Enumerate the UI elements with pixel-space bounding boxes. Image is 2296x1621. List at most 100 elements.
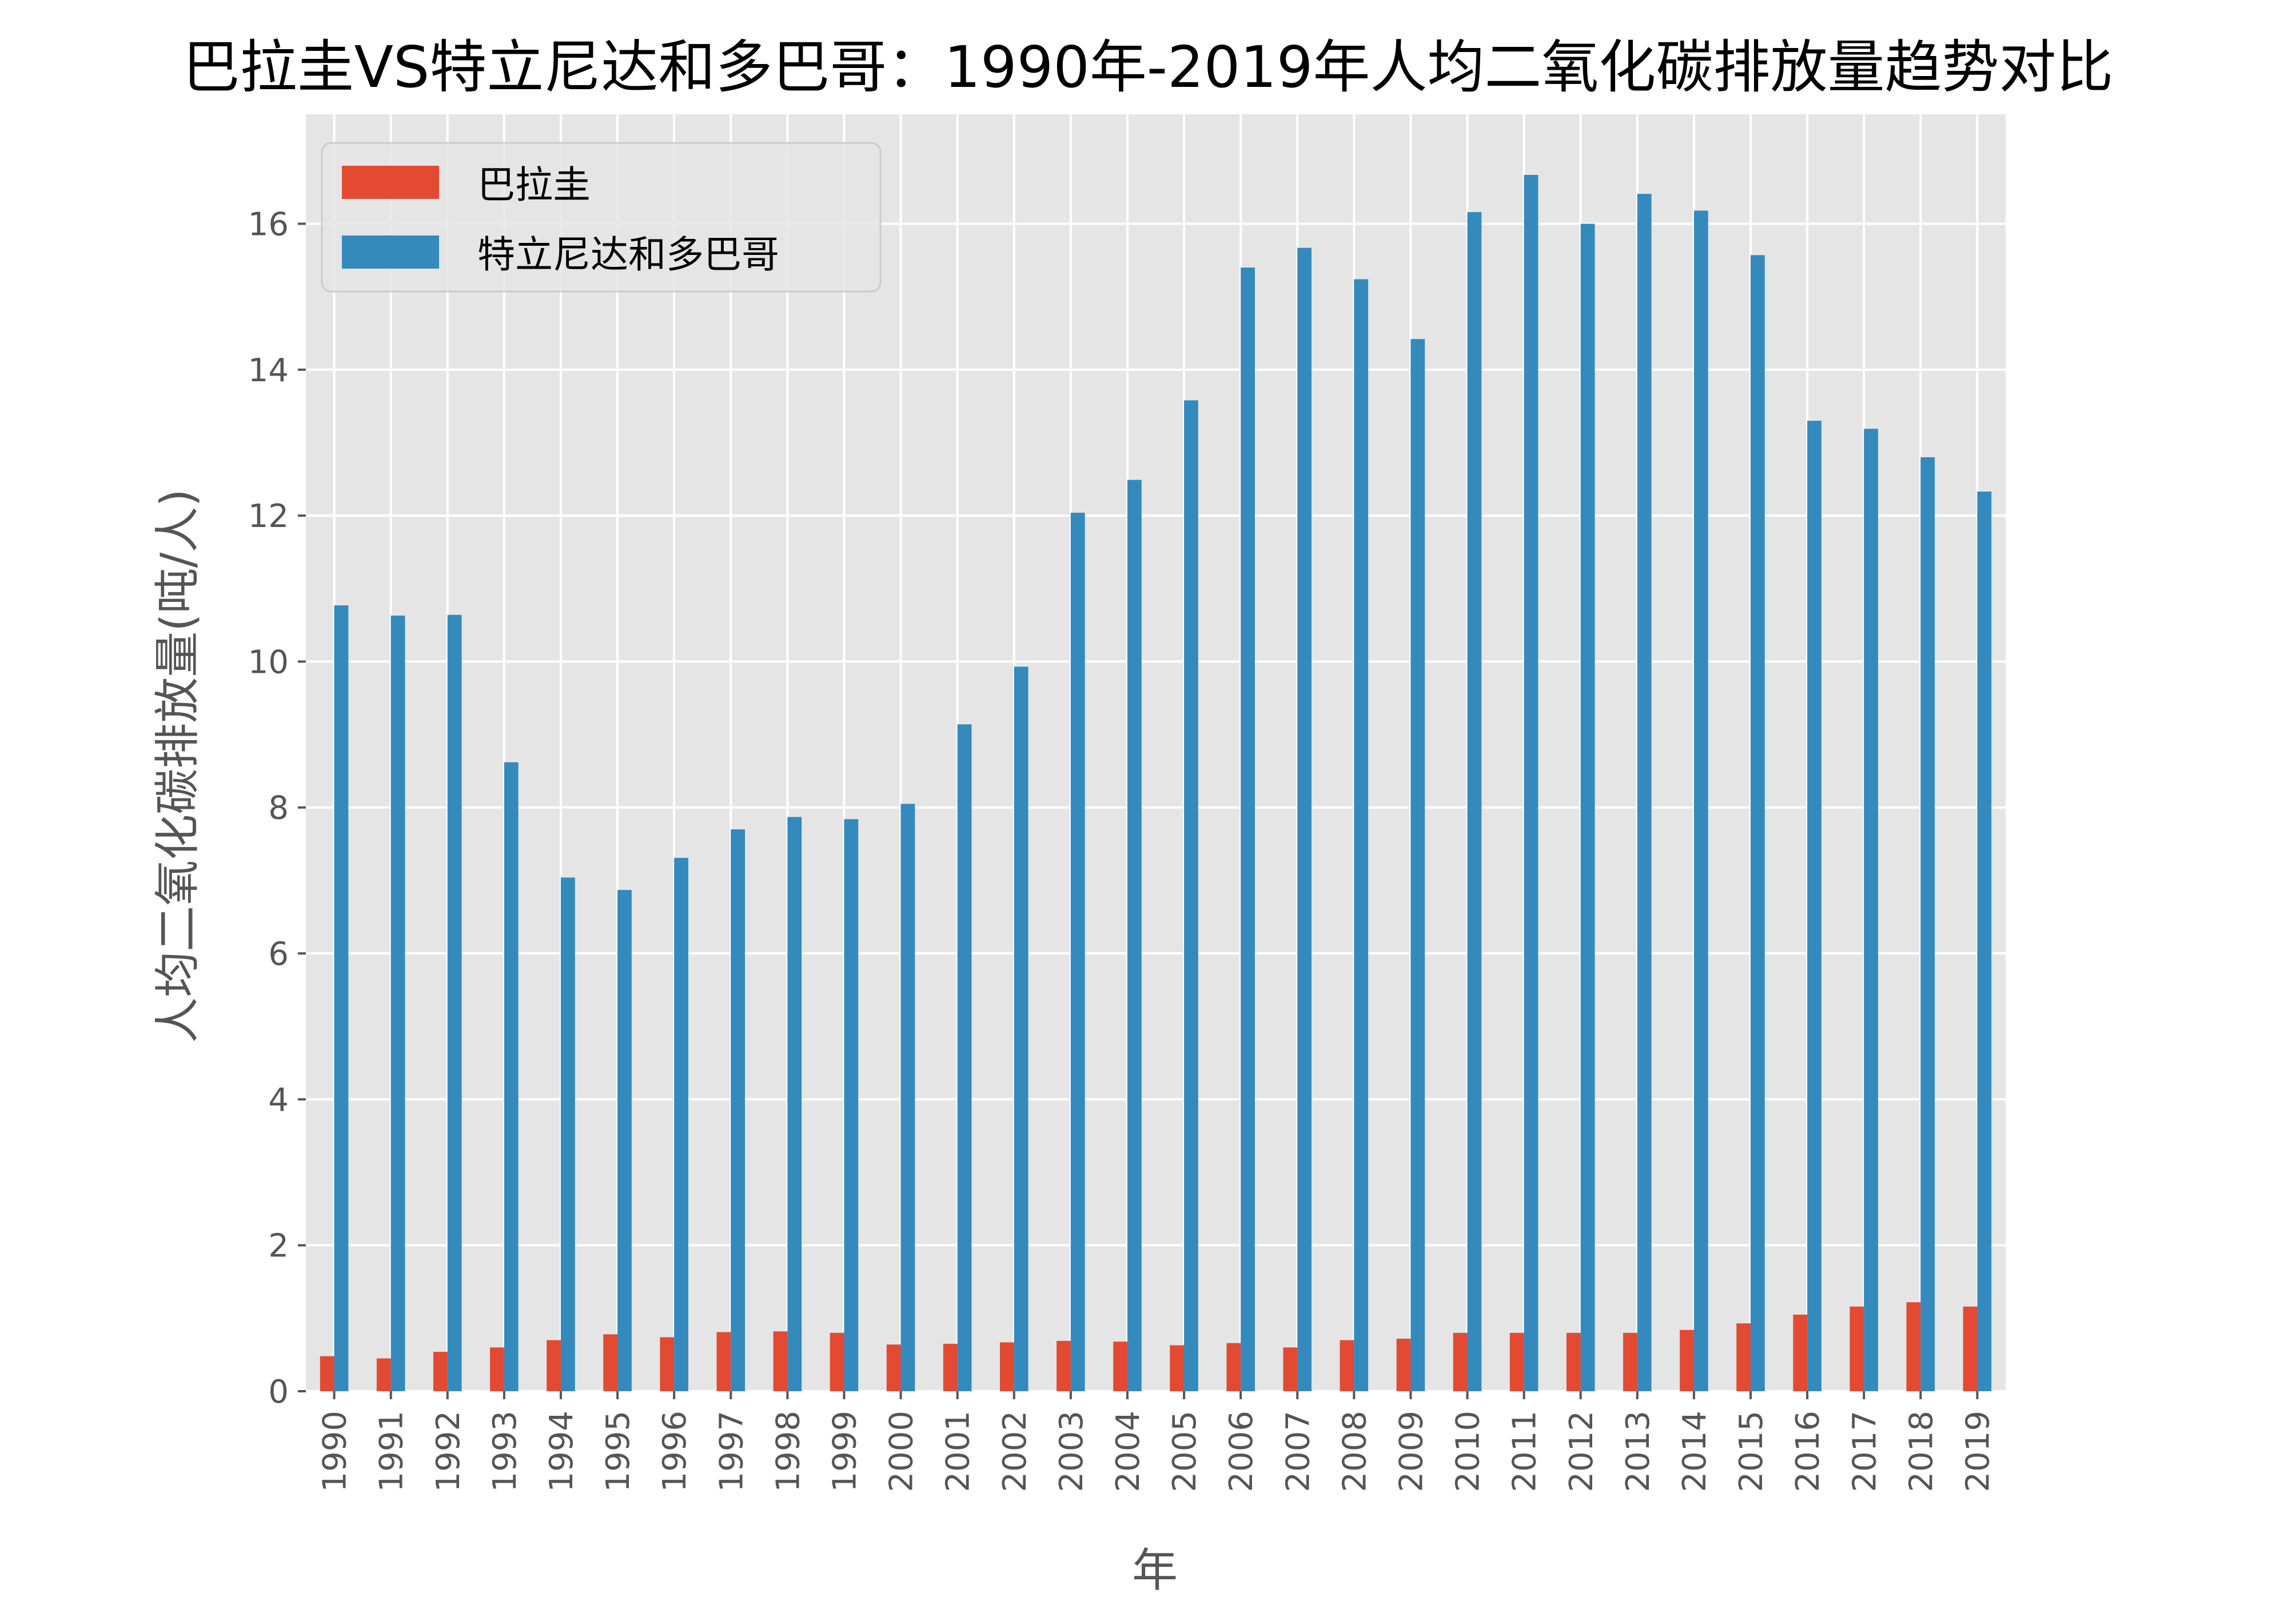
bar-trinidad-and-tobago-2018 — [1920, 457, 1935, 1392]
legend-label-trinidad-and-tobago: 特立尼达和多巴哥 — [477, 233, 779, 277]
bar-paraguay-2017 — [1849, 1306, 1864, 1391]
legend-swatch-trinidad-and-tobago — [342, 235, 439, 269]
bar-paraguay-2009 — [1396, 1339, 1411, 1391]
x-tick-label: 2000 — [883, 1411, 920, 1492]
bar-trinidad-and-tobago-2009 — [1410, 339, 1425, 1391]
bar-trinidad-and-tobago-2019 — [1977, 491, 1992, 1391]
bar-trinidad-and-tobago-2003 — [1070, 513, 1085, 1391]
x-tick-label: 2012 — [1563, 1411, 1600, 1492]
y-axis-label: 人均二氧化碳排放量(吨/人) — [151, 489, 204, 1043]
bar-paraguay-2006 — [1226, 1343, 1241, 1391]
bar-paraguay-1994 — [547, 1340, 561, 1391]
bar-paraguay-1990 — [320, 1356, 334, 1391]
bar-trinidad-and-tobago-2012 — [1580, 223, 1595, 1391]
x-tick-label: 1991 — [373, 1411, 410, 1492]
y-tick-label: 12 — [248, 498, 289, 535]
bar-paraguay-1992 — [433, 1352, 448, 1391]
bar-trinidad-and-tobago-1994 — [560, 877, 575, 1391]
bar-paraguay-2013 — [1623, 1332, 1637, 1391]
x-tick-label: 2002 — [996, 1411, 1034, 1492]
bar-trinidad-and-tobago-2014 — [1693, 210, 1708, 1392]
bar-paraguay-2003 — [1057, 1340, 1071, 1391]
x-tick-label: 2006 — [1223, 1411, 1260, 1492]
legend: 巴拉圭 特立尼达和多巴哥 — [321, 142, 882, 293]
x-tick-label: 2009 — [1393, 1411, 1430, 1492]
chart-title: 巴拉圭VS特立尼达和多巴哥：1990年-2019年人均二氧化碳排放量趋势对比 — [183, 34, 2114, 101]
x-tick-label: 2003 — [1053, 1411, 1090, 1492]
bar-trinidad-and-tobago-1999 — [844, 819, 859, 1391]
bar-paraguay-2004 — [1113, 1341, 1127, 1391]
x-tick-label: 2017 — [1846, 1411, 1883, 1492]
bar-trinidad-and-tobago-2013 — [1637, 194, 1652, 1392]
bar-trinidad-and-tobago-2002 — [1014, 666, 1029, 1391]
bars — [320, 174, 1992, 1392]
bar-paraguay-1998 — [773, 1331, 788, 1391]
bar-trinidad-and-tobago-1991 — [390, 616, 405, 1391]
x-tick-label: 1995 — [600, 1411, 637, 1492]
x-tick-label: 2014 — [1676, 1411, 1713, 1492]
x-tick-label: 1998 — [770, 1411, 807, 1492]
bar-paraguay-2007 — [1283, 1347, 1298, 1391]
legend-swatch-paraguay — [342, 166, 439, 199]
x-tick-label: 1992 — [430, 1411, 467, 1492]
bar-paraguay-1996 — [660, 1337, 675, 1391]
y-axis-ticks: 0 2 4 6 8 10 12 14 16 — [248, 206, 306, 1411]
x-tick-label: 1999 — [826, 1411, 863, 1492]
x-tick-label: 2007 — [1279, 1411, 1317, 1492]
x-tick-label: 2011 — [1506, 1411, 1544, 1492]
bar-paraguay-2016 — [1793, 1314, 1808, 1391]
bar-trinidad-and-tobago-2008 — [1354, 279, 1369, 1392]
x-tick-label: 1996 — [656, 1411, 693, 1492]
bar-paraguay-2001 — [943, 1344, 958, 1391]
bar-paraguay-1995 — [603, 1334, 618, 1391]
bar-trinidad-and-tobago-1990 — [334, 605, 349, 1391]
x-axis-label: 年 — [1132, 1544, 1178, 1597]
bar-paraguay-1999 — [830, 1332, 844, 1391]
bar-trinidad-and-tobago-2006 — [1241, 267, 1255, 1392]
y-tick-label: 8 — [268, 790, 289, 827]
x-axis-ticks: 1990 1991 1992 1993 1994 1995 1996 1997 1998 1999… — [317, 1391, 1996, 1492]
bar-trinidad-and-tobago-2007 — [1297, 247, 1312, 1392]
legend-frame — [321, 142, 882, 293]
bar-trinidad-and-tobago-2015 — [1751, 255, 1765, 1391]
bar-trinidad-and-tobago-1992 — [447, 614, 462, 1391]
x-tick-label: 1993 — [487, 1411, 524, 1492]
x-tick-label: 1990 — [317, 1411, 354, 1492]
bar-paraguay-2015 — [1736, 1323, 1751, 1391]
y-tick-label: 4 — [268, 1081, 289, 1119]
x-tick-label: 1994 — [543, 1411, 580, 1492]
bar-trinidad-and-tobago-1998 — [787, 817, 802, 1391]
y-tick-label: 16 — [248, 206, 289, 243]
bar-paraguay-2018 — [1906, 1302, 1921, 1391]
bar-paraguay-2010 — [1453, 1332, 1468, 1391]
bar-paraguay-2000 — [886, 1344, 901, 1391]
bar-paraguay-2012 — [1566, 1332, 1581, 1391]
bar-paraguay-2008 — [1340, 1340, 1354, 1391]
bar-trinidad-and-tobago-2016 — [1807, 421, 1821, 1392]
y-tick-label: 0 — [268, 1374, 289, 1411]
bar-paraguay-2011 — [1509, 1332, 1524, 1391]
bar-trinidad-and-tobago-2001 — [957, 724, 972, 1391]
bar-trinidad-and-tobago-1997 — [731, 829, 746, 1391]
legend-label-paraguay: 巴拉圭 — [477, 163, 591, 207]
bar-paraguay-1991 — [376, 1358, 391, 1391]
bar-paraguay-2014 — [1680, 1329, 1694, 1391]
y-tick-label: 6 — [268, 936, 289, 973]
bar-trinidad-and-tobago-2000 — [900, 804, 915, 1391]
y-tick-label: 2 — [268, 1228, 289, 1265]
bar-trinidad-and-tobago-1995 — [617, 889, 632, 1391]
bar-trinidad-and-tobago-2017 — [1864, 429, 1879, 1391]
x-tick-label: 2001 — [940, 1411, 977, 1492]
x-tick-label: 2013 — [1620, 1411, 1657, 1492]
plot-area — [306, 114, 2006, 1392]
x-tick-label: 2016 — [1789, 1411, 1827, 1492]
bar-trinidad-and-tobago-2010 — [1467, 212, 1482, 1392]
bar-paraguay-2005 — [1170, 1345, 1185, 1391]
bar-trinidad-and-tobago-1996 — [674, 857, 688, 1391]
bar-trinidad-and-tobago-1993 — [504, 762, 519, 1391]
y-tick-label: 14 — [248, 352, 289, 389]
x-tick-label: 2005 — [1166, 1411, 1203, 1492]
x-tick-label: 1997 — [713, 1411, 750, 1492]
y-tick-label: 10 — [248, 644, 289, 681]
